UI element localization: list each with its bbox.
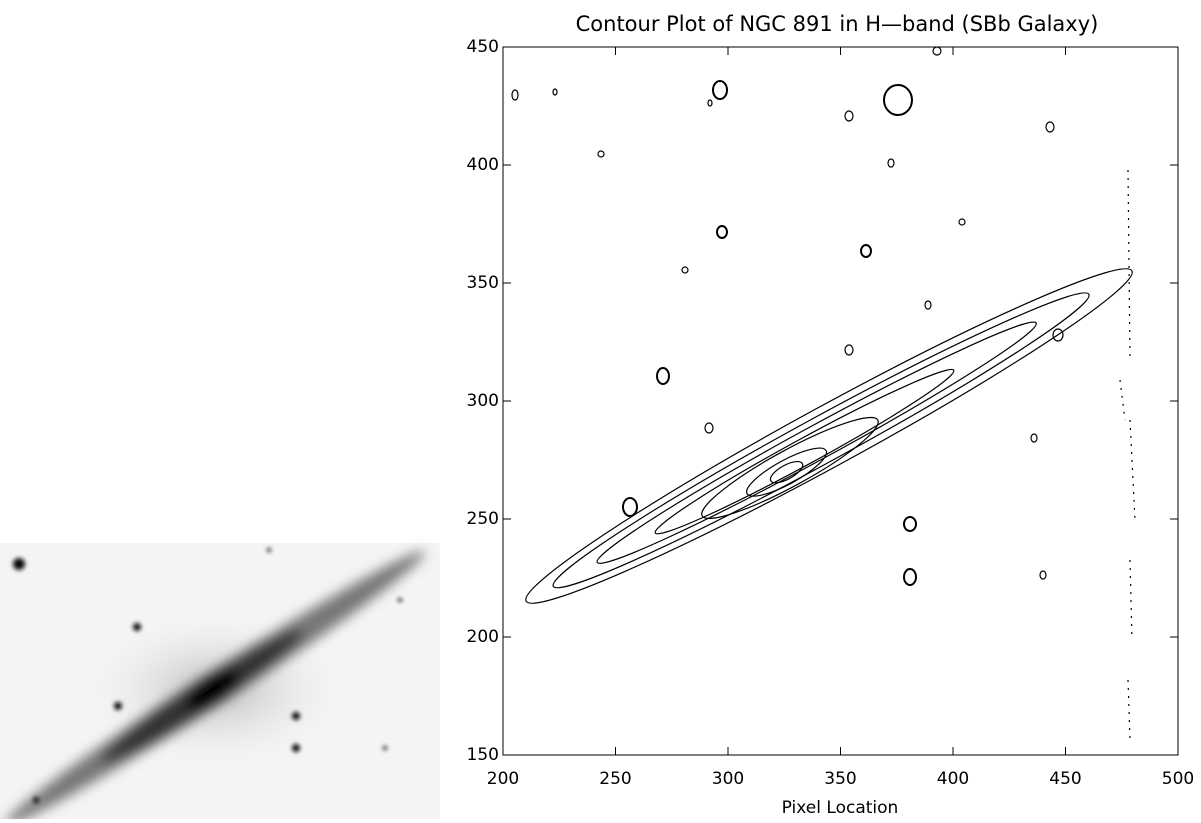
x-tick-label: 450 [1049, 769, 1081, 789]
galaxy-image [0, 543, 440, 823]
contours [511, 46, 1136, 741]
y-tick-label: 400 [467, 155, 499, 175]
x-tick-label: 300 [712, 769, 744, 789]
x-tick-label: 500 [1162, 769, 1194, 789]
y-tick-label: 150 [467, 745, 499, 765]
y-tick-label: 200 [467, 627, 499, 647]
x-tick-label: 350 [824, 769, 856, 789]
x-tick-label: 400 [937, 769, 969, 789]
y-tick-label: 350 [467, 273, 499, 293]
y-tick-label: 250 [467, 509, 499, 529]
chart-title: Contour Plot of NGC 891 in H—band (SBb G… [576, 12, 1099, 36]
x-axis-label: Pixel Location [782, 798, 899, 818]
x-tick-label: 250 [599, 769, 631, 789]
y-tick-label: 450 [467, 37, 499, 57]
x-tick-label: 200 [487, 769, 519, 789]
y-tick-label: 300 [467, 391, 499, 411]
